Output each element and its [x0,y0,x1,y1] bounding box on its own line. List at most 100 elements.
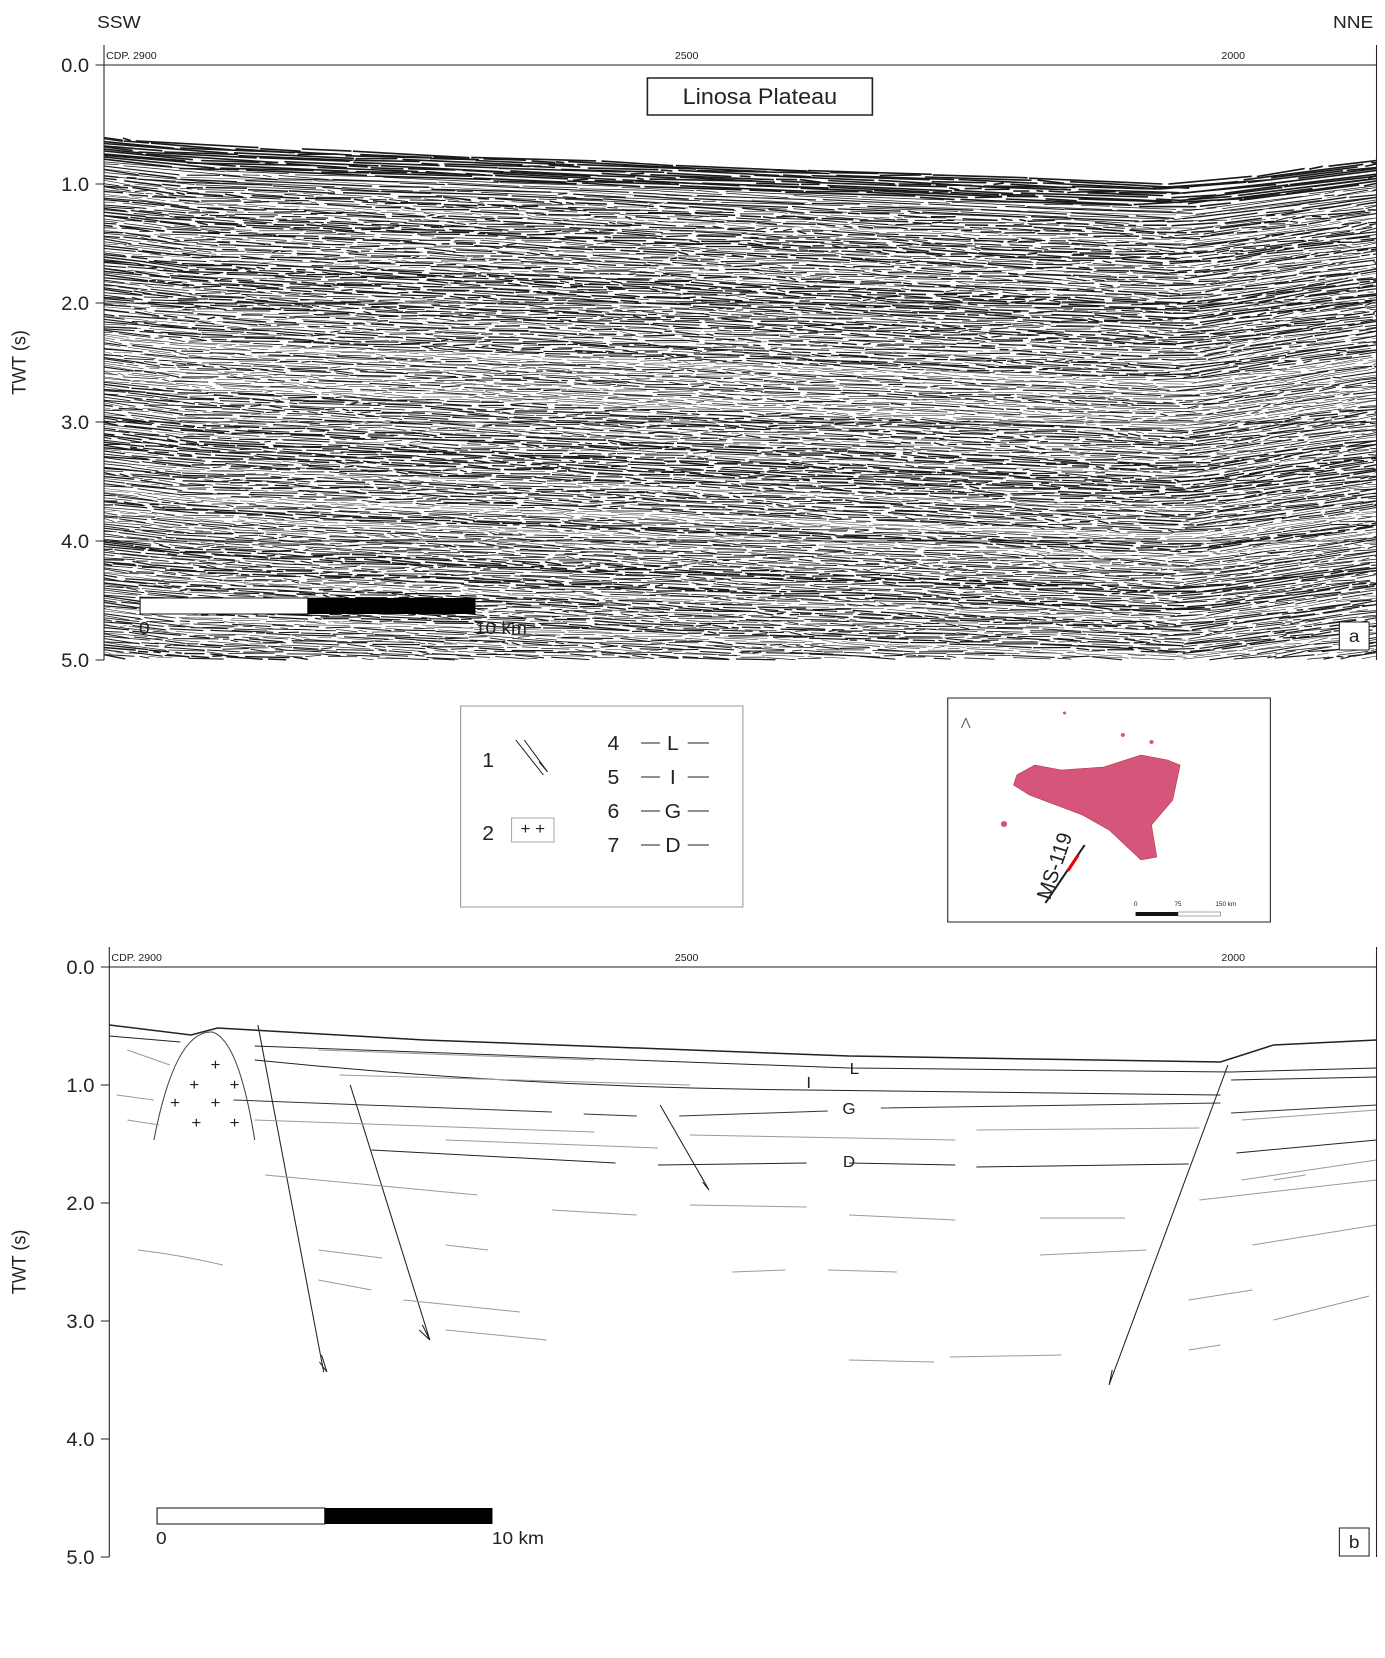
reflection [103,168,1377,220]
reflection [103,473,1377,524]
scale-bar [307,598,476,614]
reflection [103,220,1377,269]
reflection [103,400,1377,451]
reflection [103,516,1377,567]
profile-segment [1066,854,1080,872]
reflection [103,377,1377,427]
reflection [103,545,1377,595]
reflection [103,415,1377,465]
y-tick-label: 4.0 [61,532,89,553]
horizon-d [371,1139,1377,1168]
map-scale-label: 75 [1175,901,1183,908]
reflection [103,615,1377,660]
scale-bar [139,597,309,615]
reflection [103,318,1377,369]
y-tick-label: 5.0 [66,1548,94,1569]
horizon-l [109,1035,1377,1073]
legend-number: 4 [608,733,620,755]
reflection [103,393,1377,442]
legend-number: 2 [482,823,494,845]
map-scale [1135,912,1179,916]
reflection [103,194,1377,242]
intrusion-symbol [511,817,555,843]
scale-label: 0 [139,618,150,638]
scale-label: 0 [156,1528,167,1548]
reflection [103,653,126,660]
reflection [103,231,1377,280]
reflection [103,197,1377,246]
island [1149,740,1154,744]
seismic-section [103,136,1378,661]
reflection [103,633,590,661]
y-tick-label: 2.0 [66,1194,94,1215]
reflection [103,175,1377,224]
island [1120,733,1125,737]
legend-symbol: I [670,767,676,789]
reflection [103,433,1377,483]
reflection [103,447,1377,497]
y-tick-label: 0.0 [61,56,89,77]
reflector [116,1049,1377,1363]
reflection [103,287,1377,337]
reflection [103,543,1377,593]
reflection [103,214,1377,264]
reflection [103,267,1377,320]
cross: + [230,1114,240,1131]
reflection [103,518,1377,568]
reflection [103,483,1377,533]
reflection [103,572,1377,621]
reflection [103,251,1377,299]
reflection [103,630,1377,661]
reflection [103,402,1377,452]
reflection [103,475,1378,526]
reflection [103,154,1377,205]
reflection [103,485,1377,534]
reflection [103,436,1377,487]
direction-left: SSW [97,12,141,32]
reflection [103,621,1377,660]
scale-bar [324,1508,493,1524]
legend-symbol: L [667,733,679,755]
reflection [103,183,1377,232]
reflection [103,492,1377,540]
reflection [103,241,1377,292]
reflection [103,411,1377,459]
reflection [103,333,1374,383]
reflection [103,617,1377,660]
reflection [103,348,1377,397]
reflection [103,274,1377,324]
y-axis-label: TWT (s) [8,1230,30,1295]
reflection [103,383,1377,434]
reflection [103,163,1377,212]
reflection [103,245,1377,295]
reflection [103,623,1377,659]
reflection [103,508,1377,557]
reflection [103,190,1377,240]
reflection [103,335,1377,385]
reflection [103,140,1377,190]
cross: + [210,1094,220,1111]
reflection [103,329,1377,379]
fault [659,1104,710,1191]
reflection [103,559,1377,608]
reflection [103,185,1377,234]
seafloor [109,1024,1377,1063]
cross-symbol: + + [521,820,546,837]
reflection [103,161,1377,210]
reflection [104,530,1377,581]
reflection [103,527,1377,577]
reflection [103,649,224,660]
island [1062,711,1067,715]
cross: + [210,1056,220,1073]
reflection [103,441,1377,490]
legend-number: 6 [608,801,620,823]
reflection [103,265,1377,314]
reflection [103,288,1376,339]
reflection [103,626,1377,661]
reflection [103,567,1377,616]
intrusion-crosses: + + + + + + + [170,1056,239,1131]
reflection [103,381,1377,432]
reflection [103,641,395,661]
reflection [103,279,1376,330]
